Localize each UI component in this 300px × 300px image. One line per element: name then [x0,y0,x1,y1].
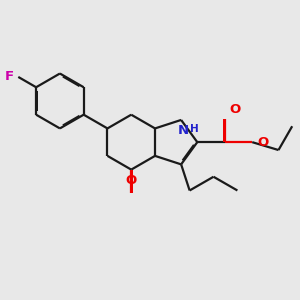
Text: F: F [4,70,14,83]
Text: O: O [230,103,241,116]
Text: O: O [257,136,268,149]
Text: H: H [190,124,199,134]
Text: N: N [178,124,189,137]
Text: O: O [126,174,137,187]
